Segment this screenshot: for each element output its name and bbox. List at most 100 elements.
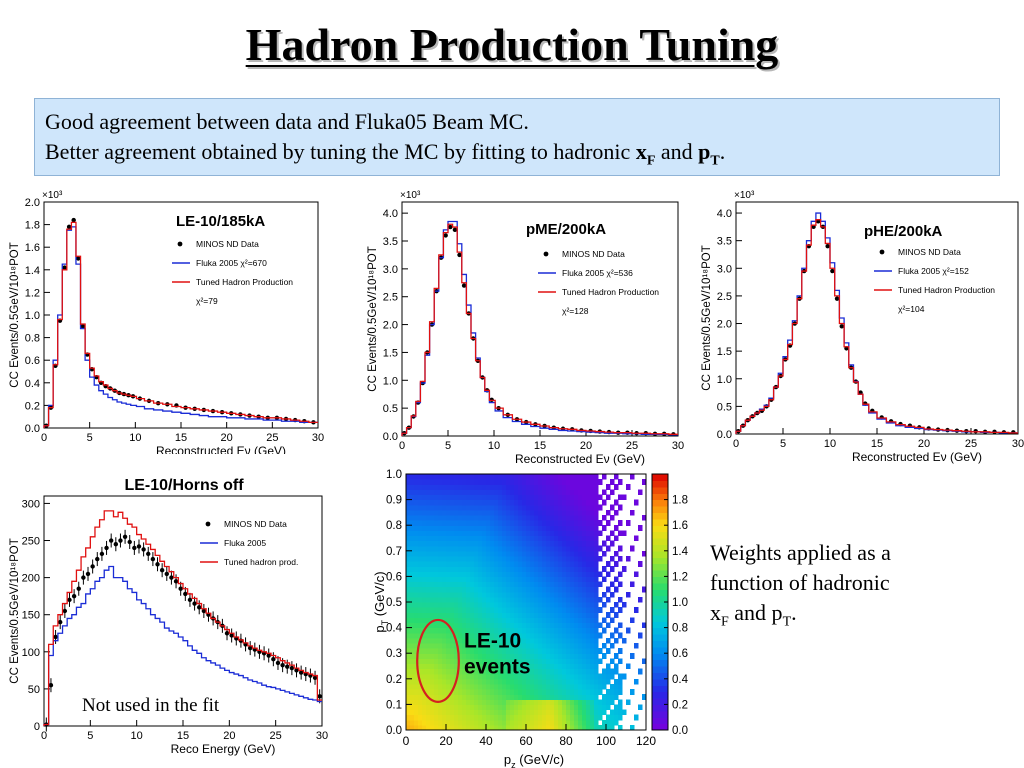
heatmap-cell bbox=[526, 704, 531, 711]
heatmap-cell bbox=[554, 653, 559, 659]
slide-title: Hadron Production Tuning bbox=[245, 19, 779, 70]
heatmap-cell bbox=[498, 668, 503, 675]
heatmap-cell bbox=[582, 586, 587, 593]
heatmap-cell bbox=[578, 545, 583, 552]
heatmap-cell bbox=[566, 683, 571, 690]
heatmap-cell bbox=[450, 663, 455, 670]
heatmap-cell bbox=[486, 591, 491, 598]
heatmap-cell bbox=[590, 520, 595, 526]
heatmap-cell bbox=[458, 627, 463, 634]
y-tick-label: 2.0 bbox=[717, 319, 732, 331]
heatmap-cell bbox=[454, 591, 459, 598]
heatmap-cell bbox=[582, 658, 587, 665]
heatmap-cell bbox=[574, 545, 579, 552]
heatmap-cell bbox=[590, 479, 595, 485]
heatmap-cell bbox=[578, 673, 583, 680]
heatmap-cell bbox=[422, 668, 427, 675]
heatmap-cell bbox=[542, 689, 547, 695]
heatmap-cell bbox=[470, 612, 475, 618]
heatmap-cell bbox=[450, 555, 455, 562]
heatmap-cell bbox=[566, 699, 571, 705]
heatmap-cell bbox=[498, 658, 503, 665]
heatmap-cell bbox=[534, 689, 539, 695]
heatmap-cell bbox=[602, 724, 607, 731]
heatmap-cell bbox=[582, 653, 587, 659]
heatmap-cell bbox=[410, 622, 415, 629]
heatmap-cell bbox=[622, 673, 627, 680]
heatmap-cell bbox=[502, 607, 507, 613]
heatmap-cell bbox=[510, 484, 515, 490]
heatmap-cell bbox=[406, 658, 411, 665]
heatmap-cell bbox=[550, 535, 555, 542]
heatmap-cell bbox=[454, 484, 459, 490]
heatmap-cell bbox=[486, 555, 491, 562]
heatmap-cell bbox=[534, 607, 539, 613]
heatmap-cell bbox=[566, 602, 571, 608]
heatmap-cell bbox=[466, 617, 471, 624]
heatmap-cell bbox=[606, 648, 611, 654]
heatmap-cell bbox=[526, 571, 531, 577]
heatmap-cell bbox=[478, 474, 483, 480]
heatmap-cell bbox=[558, 714, 563, 721]
heatmap-cell bbox=[410, 545, 415, 552]
heatmap-cell bbox=[594, 658, 599, 665]
heatmap-cell bbox=[454, 504, 459, 511]
heatmap-cell bbox=[410, 668, 415, 675]
colorbar-segment bbox=[652, 480, 668, 488]
heatmap-cell bbox=[582, 668, 587, 675]
heatmap-cell bbox=[430, 550, 435, 557]
heatmap-cell bbox=[422, 642, 427, 649]
heatmap-cell bbox=[454, 596, 459, 603]
heatmap-cell bbox=[434, 668, 439, 675]
heatmap-cell bbox=[422, 555, 427, 562]
heatmap-cell bbox=[422, 622, 427, 629]
heatmap-cell bbox=[418, 494, 423, 501]
heatmap-cell bbox=[494, 607, 499, 613]
heatmap-cell bbox=[570, 602, 575, 608]
heatmap-cell bbox=[530, 504, 535, 511]
y-axis-label: CC Events/0.5GeV/10¹⁸POT bbox=[367, 246, 379, 391]
heatmap-cell bbox=[498, 714, 503, 721]
heatmap-cell bbox=[522, 678, 527, 685]
heatmap-cell bbox=[482, 653, 487, 659]
heatmap-cell bbox=[454, 602, 459, 608]
heatmap-cell bbox=[534, 514, 539, 521]
heatmap-cell bbox=[558, 596, 563, 603]
heatmap-cell bbox=[602, 591, 607, 598]
heatmap-cell bbox=[590, 627, 595, 634]
heatmap-cell bbox=[470, 535, 475, 542]
heatmap-cell bbox=[522, 474, 527, 480]
data-point bbox=[457, 252, 462, 258]
heatmap-cell bbox=[486, 668, 491, 675]
heatmap-cell bbox=[526, 637, 531, 644]
heatmap-cell bbox=[498, 653, 503, 659]
heatmap-cell bbox=[574, 709, 579, 716]
x-tick-label: 25 bbox=[626, 440, 638, 452]
heatmap-cell bbox=[522, 719, 527, 726]
heatmap-cell bbox=[466, 694, 471, 700]
heatmap-cell bbox=[430, 663, 435, 670]
x-tick-label: 20 bbox=[221, 432, 233, 444]
heatmap-cell bbox=[506, 719, 511, 726]
heatmap-cell bbox=[498, 484, 503, 490]
heatmap-cell bbox=[506, 540, 511, 547]
heatmap-cell bbox=[570, 724, 575, 731]
heatmap-cell bbox=[478, 648, 483, 654]
heatmap-cell bbox=[562, 540, 567, 547]
heatmap-cell bbox=[470, 494, 475, 501]
heatmap-cell bbox=[570, 678, 575, 685]
heatmap-cell bbox=[466, 673, 471, 680]
heatmap-cell bbox=[558, 504, 563, 511]
heatmap-cell bbox=[594, 499, 599, 506]
heatmap-cell bbox=[526, 586, 531, 593]
heatmap-cell bbox=[578, 555, 583, 562]
heatmap-cell bbox=[590, 622, 595, 629]
heatmap-cell bbox=[534, 576, 539, 583]
legend-tuned-chi2: χ²=79 bbox=[196, 296, 218, 306]
heatmap-cell bbox=[570, 566, 575, 572]
heatmap-cell bbox=[434, 714, 439, 721]
heatmap-cell bbox=[462, 627, 467, 634]
heatmap-cell bbox=[410, 678, 415, 685]
heatmap-cell bbox=[494, 576, 499, 583]
